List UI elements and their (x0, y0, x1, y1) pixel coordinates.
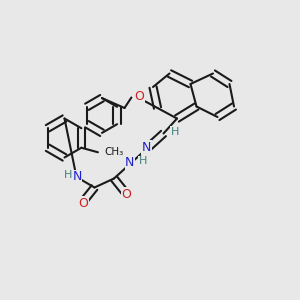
Text: O: O (134, 90, 144, 104)
Text: O: O (78, 196, 88, 210)
Text: O: O (122, 188, 131, 201)
Text: N: N (72, 170, 82, 184)
Text: H: H (139, 156, 147, 166)
Text: CH₃: CH₃ (104, 147, 124, 157)
Text: H: H (64, 170, 72, 180)
Text: N: N (142, 141, 152, 154)
Text: H: H (171, 127, 179, 137)
Text: N: N (125, 156, 135, 170)
